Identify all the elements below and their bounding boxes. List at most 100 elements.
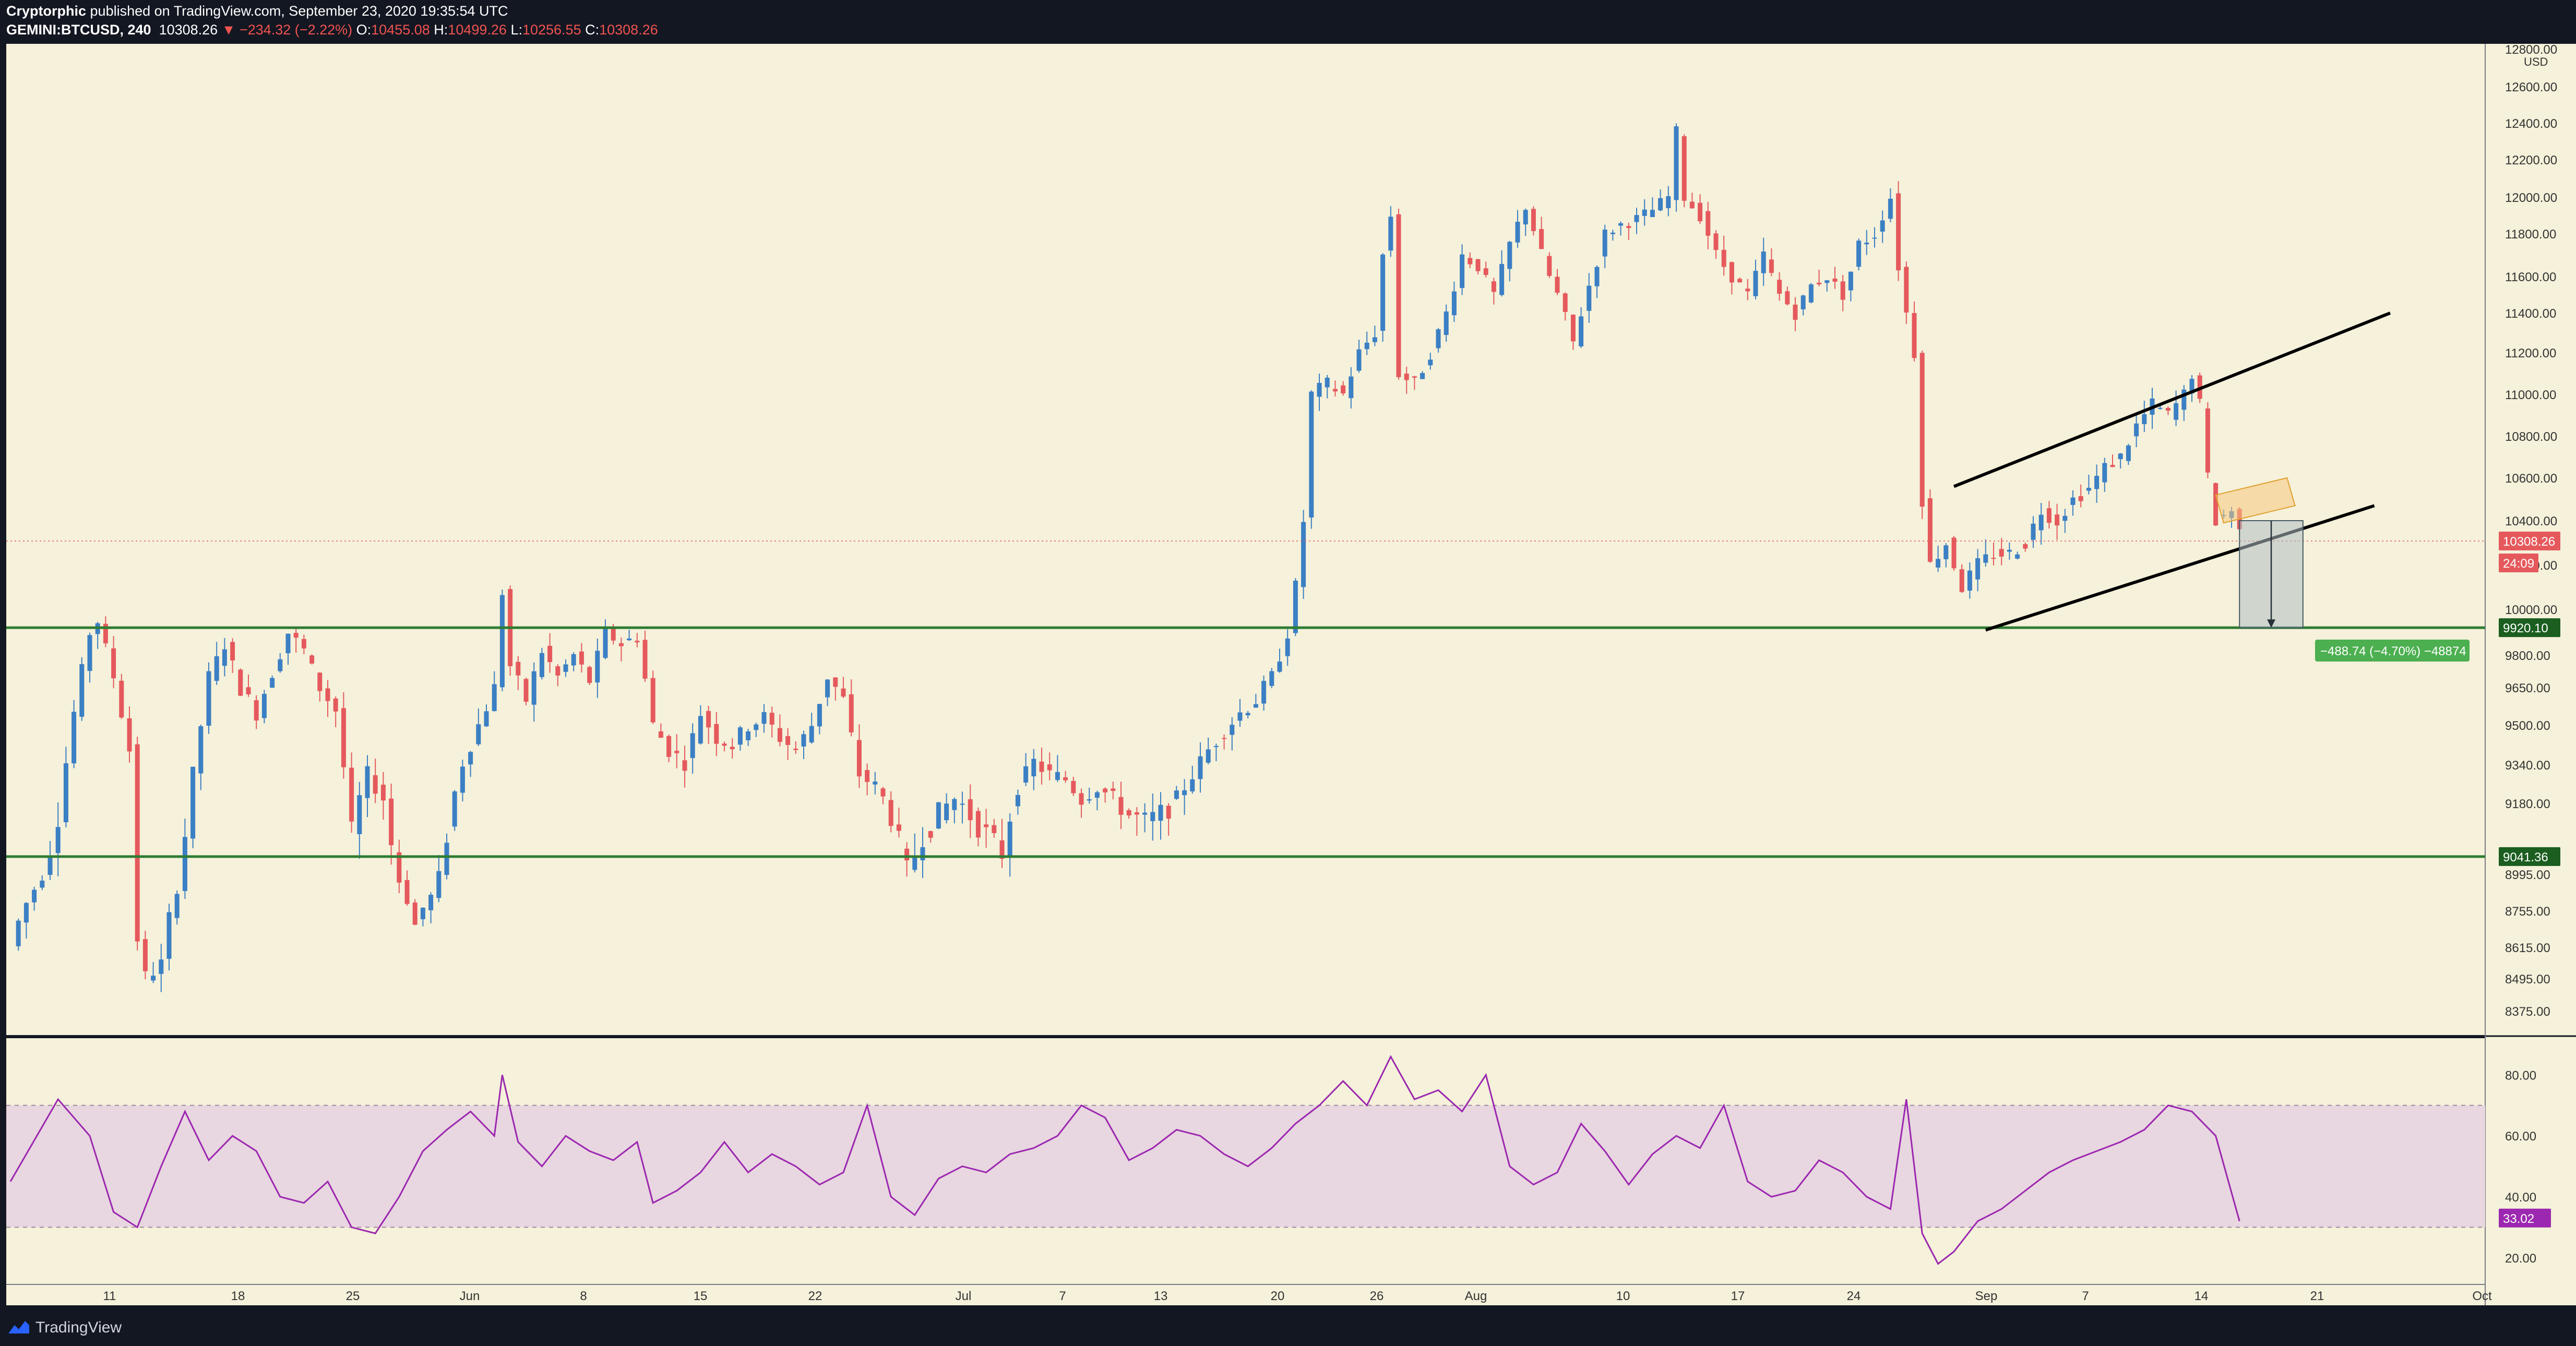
candle-body	[1285, 638, 1290, 656]
candle	[206, 662, 211, 734]
candle-body	[706, 711, 711, 728]
price-axis-background[interactable]	[2485, 44, 2576, 1305]
candle	[428, 892, 434, 923]
candle-body	[2189, 379, 2195, 394]
candle-body	[1182, 790, 1187, 796]
candle-body	[420, 907, 425, 920]
rsi-line[interactable]	[9, 1055, 2240, 1265]
candle-body	[539, 653, 544, 677]
chart-header: Cryptorphic published on TradingView.com…	[0, 0, 2576, 43]
candle	[730, 738, 735, 759]
candle	[1864, 230, 1869, 255]
candle	[769, 706, 774, 738]
symbol-label[interactable]: GEMINI:BTCUSD, 240	[6, 22, 151, 38]
time-tick-label: 7	[1059, 1289, 1066, 1303]
tradingview-brand[interactable]: TradingView	[35, 1319, 122, 1336]
ohlc-line: GEMINI:BTCUSD, 240 10308.26 ▼ −234.32 (−…	[6, 22, 658, 38]
candle	[1063, 771, 1068, 783]
candle-body	[1563, 293, 1568, 312]
candle	[230, 638, 235, 674]
candle-body	[1015, 795, 1020, 807]
candle	[1888, 188, 1893, 223]
candle	[1206, 737, 1211, 765]
candle	[912, 833, 917, 873]
candle	[397, 839, 402, 894]
candle	[1642, 199, 1647, 226]
candle-body	[1444, 311, 1449, 335]
channel-lower-line[interactable]	[1985, 504, 2375, 632]
time-tick-label: 13	[1154, 1289, 1168, 1303]
time-tick-label: 26	[1370, 1289, 1384, 1303]
candle	[2007, 542, 2012, 560]
tradingview-logo-icon[interactable]	[7, 1318, 30, 1337]
candle	[135, 737, 140, 951]
time-tick-label: Sep	[1975, 1289, 1998, 1303]
candle-body	[1666, 196, 1671, 208]
author-name[interactable]: Cryptorphic	[6, 3, 87, 19]
bear-flag-shape[interactable]	[2215, 477, 2296, 524]
candle-body	[1261, 681, 1267, 704]
candle	[793, 741, 798, 754]
candle-body	[1864, 243, 1869, 245]
candle	[1658, 189, 1663, 212]
candle	[1737, 277, 1743, 283]
candle-body	[2110, 465, 2115, 467]
support-upper-tag[interactable]: 9920.10	[2499, 618, 2560, 638]
candle-body	[674, 751, 679, 753]
candle-body	[1570, 315, 1576, 342]
candle-body	[246, 687, 251, 694]
candle-body	[1293, 580, 1298, 633]
candle-body	[952, 799, 957, 810]
candle	[1372, 326, 1377, 346]
bar-countdown-tag[interactable]: 24:09	[2499, 553, 2538, 572]
candle-body	[1824, 280, 1830, 283]
candle	[984, 809, 989, 848]
projection-label-text: −488.74 (−4.70%) −48874	[2320, 644, 2466, 658]
candle-body	[270, 678, 275, 688]
candle-body	[1483, 268, 1488, 275]
candle	[1190, 765, 1195, 794]
candle	[1531, 206, 1536, 236]
candle-body	[1808, 284, 1814, 303]
rsi-value-tag[interactable]: 33.02	[2499, 1208, 2551, 1228]
last-price-tag[interactable]: 10308.26	[2499, 531, 2560, 550]
time-tick-label: 24	[1847, 1289, 1861, 1303]
candle-body	[1269, 671, 1274, 686]
candle-body	[1094, 792, 1100, 798]
candle-body	[2094, 476, 2100, 489]
candle	[690, 723, 695, 774]
candle	[1460, 244, 1465, 295]
candle	[2205, 402, 2210, 478]
candle-body	[999, 840, 1005, 859]
candle-body	[1721, 249, 1726, 267]
candle-body	[1769, 259, 1774, 273]
candle-body	[1063, 777, 1068, 780]
candle	[2078, 484, 2083, 508]
candle	[1761, 237, 1766, 286]
price-tick-label: 9180.00	[2505, 797, 2550, 811]
candle-body	[849, 694, 854, 732]
candle	[476, 708, 481, 747]
candle-body	[746, 731, 751, 740]
time-tick-label: Jun	[460, 1289, 480, 1303]
candle	[1475, 259, 1481, 274]
candle-body	[1523, 210, 1528, 225]
candle	[1285, 629, 1290, 666]
candle	[2031, 516, 2036, 548]
channel-upper-line[interactable]	[1953, 311, 2391, 488]
candle-body	[1277, 662, 1282, 672]
candle	[151, 962, 156, 983]
candle	[1626, 222, 1631, 240]
projection-label[interactable]: −488.74 (−4.70%) −48874	[2315, 640, 2470, 662]
candle-body	[135, 744, 140, 942]
support-lower-tag[interactable]: 9041.36	[2499, 847, 2560, 866]
rsi-tick-label: 20.00	[2505, 1252, 2536, 1266]
candle-body	[40, 881, 45, 888]
candle-body	[754, 724, 759, 730]
candle	[301, 634, 306, 654]
candle	[1039, 747, 1044, 785]
price-tick-label: 8755.00	[2505, 905, 2550, 919]
candle	[246, 674, 251, 697]
candle	[777, 714, 782, 747]
